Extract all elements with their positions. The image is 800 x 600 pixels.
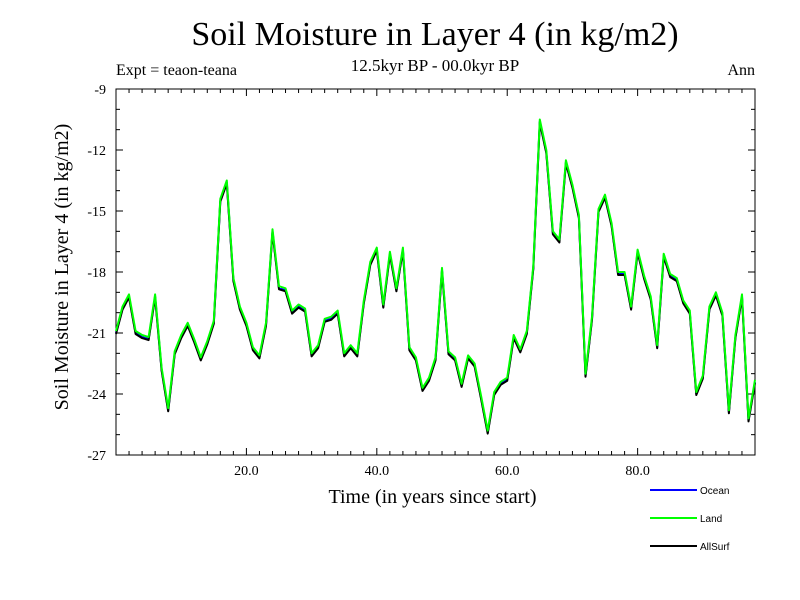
series-line-ocean	[115, 120, 756, 434]
legend-label-land: Land	[700, 514, 722, 525]
chart-title: Soil Moisture in Layer 4 (in kg/m2)	[191, 16, 679, 53]
x-axis-label: Time (in years since start)	[328, 486, 536, 508]
x-tick-label: 40.0	[365, 464, 390, 479]
chart-subtitle: 12.5kyr BP - 00.0kyr BP	[350, 56, 520, 75]
y-tick-label: -18	[87, 266, 106, 281]
series-line-allsurf	[115, 121, 756, 435]
legend-label-ocean: Ocean	[700, 486, 729, 497]
x-tick-label: 80.0	[625, 464, 650, 479]
y-tick-label: -27	[87, 449, 106, 464]
y-axis-label: Soil Moisture in Layer 4 (in kg/m2)	[51, 124, 73, 411]
x-tick-label: 60.0	[495, 464, 520, 479]
plot-frame	[115, 88, 756, 456]
legend-label-allsurf: AllSurf	[700, 542, 730, 553]
x-tick-label: 20.0	[234, 464, 259, 479]
y-tick-label: -21	[87, 327, 106, 342]
y-tick-label: -9	[94, 83, 106, 98]
season-label: Ann	[727, 62, 755, 79]
experiment-label: Expt = teaon-teana	[116, 62, 237, 79]
y-tick-label: -15	[87, 205, 106, 220]
y-tick-label: -24	[87, 388, 106, 403]
y-tick-label: -12	[87, 144, 106, 159]
series-line-land	[115, 118, 756, 432]
